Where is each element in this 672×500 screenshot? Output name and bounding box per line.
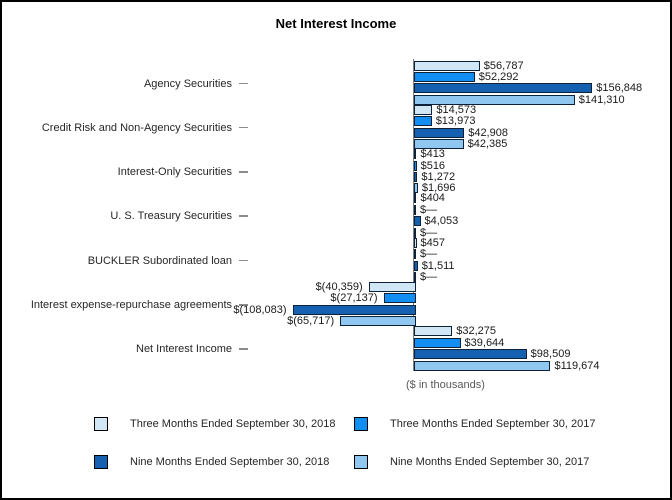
axis-units-note: ($ in thousands) <box>406 379 485 391</box>
category-tick <box>239 82 248 84</box>
bar <box>414 71 475 82</box>
bar <box>414 349 527 360</box>
bar-value-label: $32,275 <box>456 325 497 338</box>
bar <box>414 94 575 105</box>
bar <box>414 204 416 215</box>
bar-value-label: $56,787 <box>483 59 524 72</box>
bar <box>414 139 464 149</box>
category-label: Interest-Only Securities <box>117 166 232 179</box>
bar-value-label: $(65,717) <box>287 315 335 328</box>
category-tick <box>239 348 248 350</box>
legend-label: Nine Months Ended September 30, 2018 <box>130 456 330 468</box>
bar-value-label: $4,053 <box>424 215 459 228</box>
category-tick <box>239 171 248 173</box>
bar <box>414 116 432 127</box>
legend-swatch <box>354 417 368 431</box>
category-label: Net Interest Income <box>136 343 232 356</box>
bar <box>414 237 417 248</box>
category-tick <box>239 304 248 306</box>
bar-value-label: $(108,083) <box>233 303 287 316</box>
bar <box>414 160 417 171</box>
category-tick <box>239 126 248 129</box>
category-label: Interest expense-repurchase agreements <box>30 299 232 311</box>
bar-value-label: $(27,137) <box>330 292 378 305</box>
bar <box>414 183 418 194</box>
bar-value-label: $39,644 <box>464 336 505 349</box>
bar-value-label: $413 <box>420 148 445 161</box>
bar-value-label: $(40,359) <box>315 281 363 293</box>
bar <box>414 193 417 204</box>
category-label: Credit Risk and Non-Agency Securities <box>41 121 232 134</box>
bar <box>340 316 416 327</box>
bar-value-label: $— <box>420 203 438 216</box>
legend-swatch <box>354 455 368 469</box>
bar-value-label: $42,385 <box>467 138 508 150</box>
bar <box>414 271 416 282</box>
bar-value-label: $— <box>420 226 438 239</box>
bar-value-label: $— <box>420 248 438 261</box>
bar-value-label: $98,509 <box>530 348 571 361</box>
category-tick <box>239 215 248 217</box>
bar <box>414 83 593 94</box>
legend-label: Three Months Ended September 30, 2017 <box>390 418 596 430</box>
chart-title: Net Interest Income <box>275 16 397 31</box>
bar-value-label: $516 <box>420 159 446 172</box>
bar <box>414 326 453 337</box>
bar <box>414 104 433 115</box>
bar <box>414 127 465 138</box>
bar-value-label: $404 <box>420 192 445 205</box>
zero-axis-line <box>413 59 414 371</box>
category-label: Agency Securities <box>143 77 232 90</box>
category-label: BUCKLER Subordinated loan <box>87 254 232 267</box>
bar <box>414 249 416 260</box>
bar <box>414 60 480 71</box>
bar-value-label: $13,973 <box>435 115 476 128</box>
bar <box>383 293 416 304</box>
bar <box>414 337 461 348</box>
bar-value-label: $— <box>420 270 438 283</box>
bar <box>414 149 417 160</box>
bar <box>414 260 418 271</box>
bar <box>414 171 418 182</box>
legend-swatch <box>94 417 108 431</box>
legend-swatch <box>94 455 108 469</box>
bar-value-label: $1,696 <box>421 182 456 195</box>
bar-value-label: $14,573 <box>436 103 477 116</box>
bar <box>414 227 416 238</box>
bar-value-label: $42,908 <box>468 126 508 139</box>
bar-value-label: $119,674 <box>554 359 600 372</box>
bar <box>292 304 416 315</box>
legend-label: Nine Months Ended September 30, 2017 <box>390 456 590 468</box>
bar-value-label: $457 <box>420 236 445 249</box>
bar-value-label: $156,848 <box>596 82 643 95</box>
bar-value-label: $141,310 <box>578 93 625 106</box>
category-tick <box>239 259 248 262</box>
bar-value-label: $1,511 <box>421 259 455 272</box>
bar-value-label: $52,292 <box>478 70 519 83</box>
legend-label: Three Months Ended September 30, 2018 <box>130 418 336 430</box>
category-label: U. S. Treasury Securities <box>110 210 232 223</box>
bar-value-label: $1,272 <box>421 170 456 183</box>
bar <box>368 282 416 292</box>
bar <box>414 216 421 227</box>
bar <box>414 360 551 371</box>
